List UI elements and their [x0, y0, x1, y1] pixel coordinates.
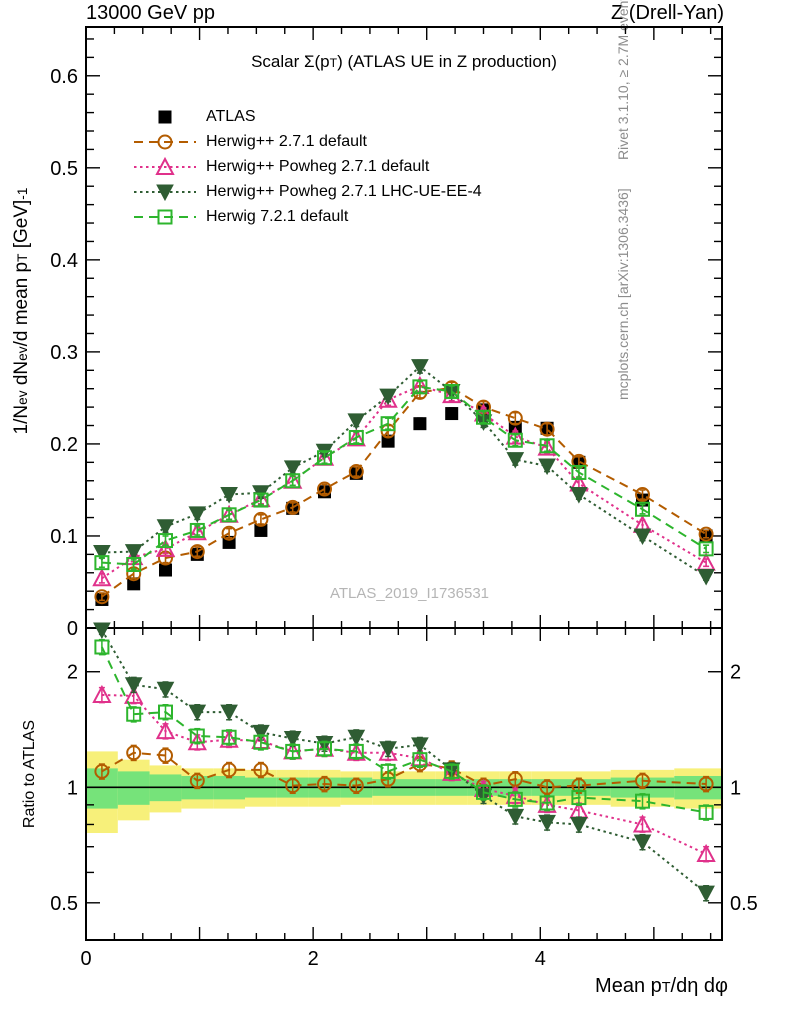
- y-tick-label-main: 0.4: [50, 250, 78, 272]
- axes-frames-ticks: [85, 26, 723, 941]
- y-tick-label-main: 0.1: [50, 526, 78, 548]
- legend-key-square-open-icon: [134, 207, 196, 227]
- legend-key-triangle-down-filled-icon: [134, 182, 196, 202]
- legend-entry[interactable]: Herwig++ Powheg 2.7.1 LHC-UE-EE-4: [134, 179, 482, 204]
- axis-tick-labels: 0.6 0.5 0.4 0.3 0.2 0.1 0 2 2 1 1 0.5 0.5 0 2 4: [50, 66, 758, 970]
- plot-title-text: Scalar Σ(pT) (ATLAS UE in Z production): [251, 52, 557, 71]
- series-0: [95, 403, 713, 606]
- series-1: [94, 380, 714, 605]
- y-tick-label-main: 0: [67, 618, 78, 640]
- legend-entry[interactable]: Herwig++ Powheg 2.7.1 default: [134, 154, 482, 179]
- legend-label: Herwig++ 2.7.1 default: [206, 132, 367, 150]
- x-tick-label: 2: [308, 948, 319, 970]
- y-tick-label-ratio-right: 0.5: [730, 893, 758, 915]
- legend-key-circle-open-icon: [134, 132, 196, 152]
- y-tick-label-main: 0.5: [50, 158, 78, 180]
- legend-label: ATLAS: [206, 107, 256, 125]
- series-line: [101, 365, 707, 578]
- x-axis-title: Mean pT/dη dφ: [595, 975, 728, 997]
- legend-label: Herwig 7.2.1 default: [206, 207, 349, 225]
- legend-entry[interactable]: Herwig++ 2.7.1 default: [134, 129, 482, 154]
- analysis-watermark: ATLAS_2019_I1736531: [330, 585, 490, 602]
- y-tick-label-ratio-right: 1: [730, 777, 741, 799]
- header-beam-label: 13000 GeV pp: [86, 2, 215, 24]
- main-panel-series: [92, 359, 716, 606]
- legend-entry[interactable]: ATLAS: [134, 104, 482, 129]
- series-line: [101, 386, 707, 598]
- y-tick-label-main: 0.6: [50, 66, 78, 88]
- legend-key-graphic: [134, 134, 196, 149]
- series-3: [93, 359, 715, 586]
- x-tick-label: 0: [80, 948, 91, 970]
- y-tick-label-ratio: 0.5: [50, 893, 78, 915]
- legend-key-graphic: [134, 209, 196, 224]
- y-tick-label-ratio: 1: [67, 777, 78, 799]
- y-tick-label-main: 0.3: [50, 342, 78, 364]
- legend-label: Herwig++ Powheg 2.7.1 default: [206, 157, 430, 175]
- series-4: [94, 379, 714, 572]
- legend-label: Herwig++ Powheg 2.7.1 LHC-UE-EE-4: [206, 182, 482, 200]
- legend-key-graphic: [158, 110, 172, 123]
- ratio-series-4: [94, 638, 714, 821]
- ratio-series-3: [93, 622, 715, 903]
- legend-key-graphic: [134, 156, 196, 175]
- y-tick-label-ratio: 2: [67, 662, 78, 684]
- header-process-label: Z (Drell-Yan): [611, 2, 724, 24]
- legend: ATLAS Herwig++ 2.7.1 default Herwig++ Powh…: [134, 104, 482, 229]
- legend-key-graphic: [134, 184, 196, 201]
- y-tick-label-main: 0.2: [50, 434, 78, 456]
- legend-key-triangle-up-open-icon: [134, 156, 196, 177]
- ratio-panel-series: [92, 622, 716, 903]
- ratio-uncertainty-bands: [86, 751, 722, 834]
- series-line: [101, 385, 707, 566]
- plot-title: Scalar Σ(pT) (ATLAS UE in Z production): [86, 52, 722, 72]
- legend-entry[interactable]: Herwig 7.2.1 default: [134, 204, 482, 229]
- legend-key-square-filled-icon: [134, 107, 196, 127]
- x-tick-label: 4: [535, 948, 546, 970]
- y-tick-label-ratio-right: 2: [730, 662, 741, 684]
